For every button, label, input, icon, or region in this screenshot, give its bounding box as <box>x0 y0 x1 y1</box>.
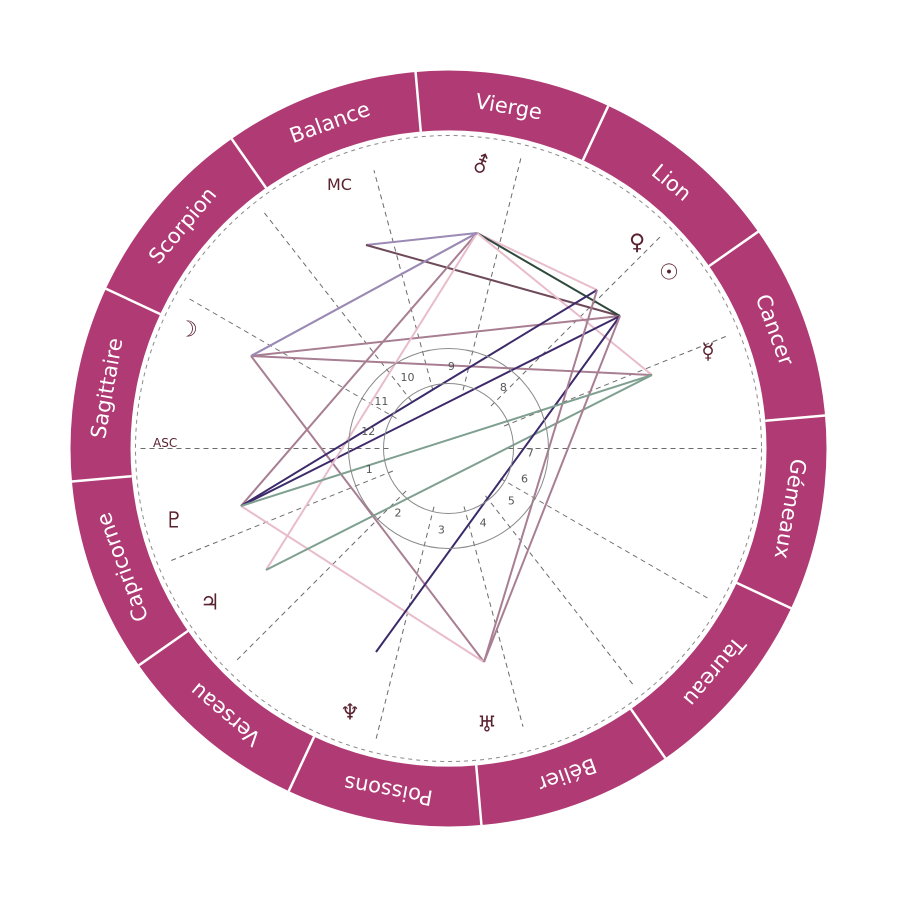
house-number: 5 <box>508 495 515 508</box>
sign-divider <box>138 629 189 667</box>
house-number: 10 <box>401 371 415 384</box>
aspect-line <box>250 355 485 663</box>
aspect-line <box>240 289 598 507</box>
asc-label: ASC <box>153 436 177 450</box>
house-number: 1 <box>366 463 373 476</box>
aspect-line <box>365 244 621 317</box>
mc-label: MC <box>327 175 352 194</box>
zodiac-sign-band: ViergeLionCancerGémeauxTaureauBélierPois… <box>70 70 827 827</box>
sign-divider <box>230 138 268 189</box>
sign-divider <box>474 765 483 826</box>
uranus-icon: ♅ <box>477 713 497 738</box>
sign-divider <box>765 414 826 423</box>
sign-divider <box>105 287 161 316</box>
mars-icon: ⚦ <box>472 153 490 179</box>
house-number: 7 <box>527 446 534 459</box>
aspect-line <box>476 232 621 317</box>
house-number: 11 <box>374 395 388 408</box>
house-number: 12 <box>361 425 375 438</box>
house-number: 9 <box>448 360 455 373</box>
mercury-icon: ☿ <box>701 340 715 365</box>
sign-divider <box>414 71 423 132</box>
house-cusp-lines <box>136 157 761 740</box>
sun-icon: ☉ <box>659 261 679 286</box>
aspect-line <box>265 374 653 571</box>
venus-icon: ♀ <box>629 231 645 256</box>
house-cusp-line <box>170 470 394 562</box>
house-cusp-line <box>373 170 434 391</box>
sign-divider <box>736 581 792 610</box>
moon-icon: ☽ <box>178 318 198 343</box>
house-number: 3 <box>438 524 445 537</box>
pluto-icon: ♇ <box>164 509 184 534</box>
aspect-line <box>240 315 621 507</box>
aspect-line <box>240 232 478 507</box>
sign-divider <box>708 230 759 268</box>
house-cusp-line <box>463 506 524 727</box>
house-ring-outer <box>348 348 549 549</box>
sign-divider <box>71 474 132 483</box>
jupiter-icon: ♃ <box>200 591 220 616</box>
aspect-line <box>250 232 478 357</box>
aspect-line <box>375 315 621 653</box>
house-number: 2 <box>395 507 402 520</box>
house-number: 6 <box>521 473 528 486</box>
aspect-line <box>365 232 478 246</box>
aspect-lines <box>240 232 653 663</box>
aspect-line <box>483 315 621 663</box>
house-number: 8 <box>500 381 507 394</box>
sign-divider <box>581 105 610 161</box>
aspect-line <box>476 232 598 291</box>
aspect-line <box>483 289 598 663</box>
aspect-line <box>250 355 653 376</box>
aspect-line <box>476 232 653 376</box>
house-number: 4 <box>480 516 487 529</box>
house-cusp-line <box>236 490 407 661</box>
house-ring-inner <box>383 383 514 514</box>
neptune-icon: ♆ <box>340 701 360 726</box>
house-cusp-line <box>485 495 634 686</box>
aspect-line <box>250 315 621 357</box>
sign-divider <box>629 708 667 759</box>
sign-band-ring <box>70 70 827 827</box>
aspect-line <box>240 374 653 507</box>
planet-glyphs: ⚦ ♀ ☉ ☿ ☽ ♇ ♃ ♆ ♅ <box>164 153 715 738</box>
sign-divider <box>287 736 316 792</box>
aspect-line <box>240 505 485 663</box>
aspect-line <box>265 232 478 571</box>
inner-dashed-ring <box>135 135 762 762</box>
